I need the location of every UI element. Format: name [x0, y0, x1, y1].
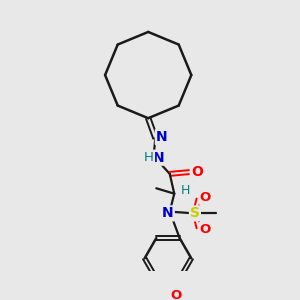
Text: N: N: [156, 130, 167, 144]
Text: O: O: [191, 165, 203, 179]
Text: O: O: [199, 191, 210, 204]
Text: S: S: [190, 206, 200, 220]
Text: H: H: [180, 184, 190, 197]
Text: O: O: [199, 223, 210, 236]
Text: N: N: [152, 151, 164, 165]
Text: O: O: [170, 289, 182, 300]
Text: H: H: [144, 151, 154, 164]
Text: N: N: [162, 206, 174, 220]
